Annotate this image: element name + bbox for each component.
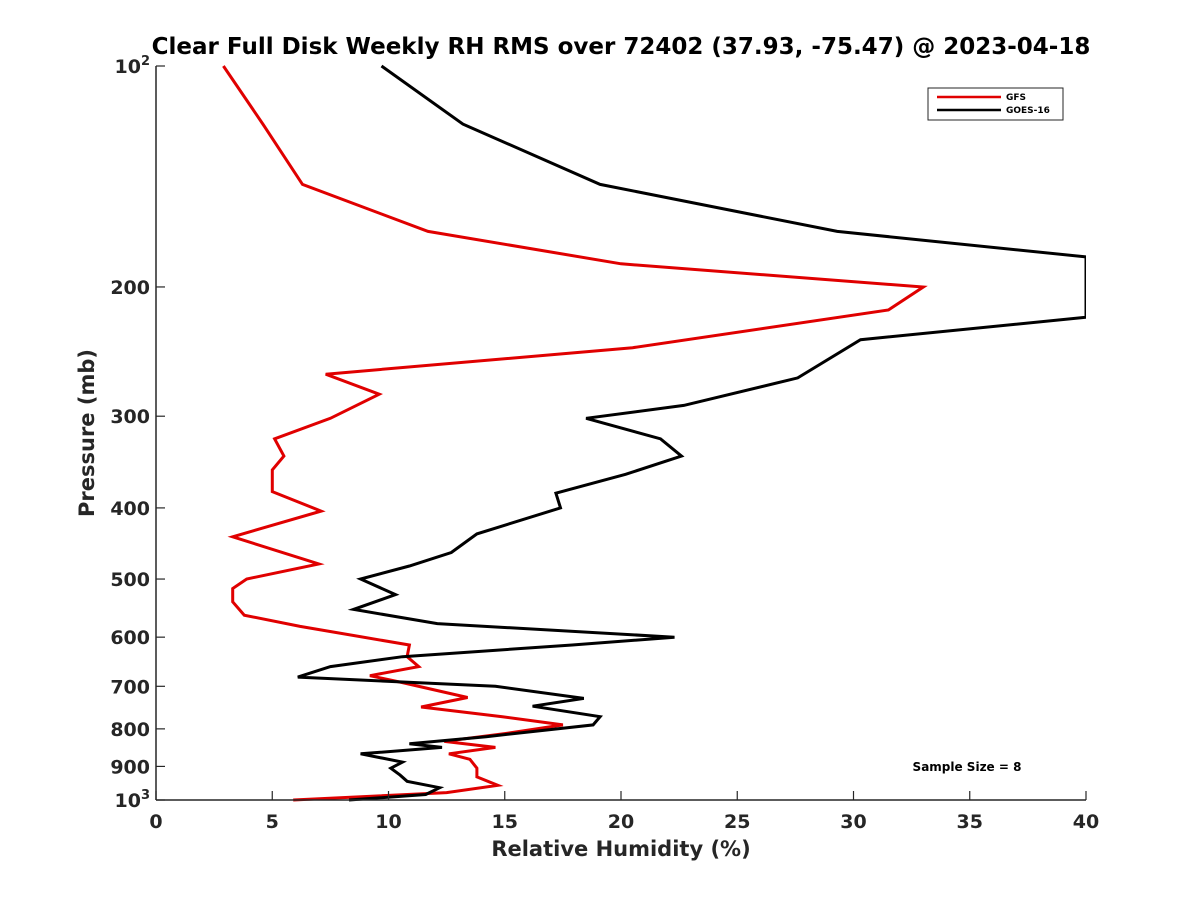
x-tick-label: 30 [840, 811, 866, 833]
chart-title: Clear Full Disk Weekly RH RMS over 72402… [152, 34, 1091, 60]
y-axis-ticks: 102 200 300 400 500 600 700 800 900 103 [110, 54, 165, 812]
y-tick-label: 500 [110, 569, 150, 591]
x-tick-label: 25 [724, 811, 750, 833]
legend-label-gfs: GFS [1006, 93, 1026, 103]
x-tick-label: 40 [1073, 811, 1099, 833]
x-axis-label: Relative Humidity (%) [491, 837, 750, 861]
legend-box [927, 87, 1064, 121]
x-tick-label: 10 [375, 811, 401, 833]
legend-label-goes16: GOES-16 [1006, 106, 1050, 116]
y-tick-label: 300 [110, 406, 150, 428]
y-tick-label: 200 [110, 277, 150, 299]
x-axis-ticks: 0 5 10 15 20 25 30 35 40 [149, 791, 1099, 833]
y-tick-label: 900 [110, 756, 150, 778]
y-tick-label: 400 [110, 498, 150, 520]
y-tick-label: 800 [110, 719, 150, 741]
y-tick-label: 103 [115, 788, 151, 812]
x-tick-label: 15 [492, 811, 518, 833]
x-tick-label: 0 [149, 811, 162, 833]
y-axis-label: Pressure (mb) [75, 349, 99, 517]
y-tick-label: 600 [110, 627, 150, 649]
series-line-gfs [222, 65, 928, 802]
x-tick-label: 5 [266, 811, 279, 833]
legend: GFS GOES-16 [927, 87, 1064, 121]
x-tick-label: 20 [608, 811, 634, 833]
plot-area [222, 64, 1086, 802]
sample-size-annotation: Sample Size = 8 [913, 760, 1022, 774]
series-line-goes16 [297, 64, 1086, 802]
x-tick-label: 35 [957, 811, 983, 833]
y-tick-label: 102 [115, 54, 151, 78]
y-tick-label: 700 [110, 676, 150, 698]
